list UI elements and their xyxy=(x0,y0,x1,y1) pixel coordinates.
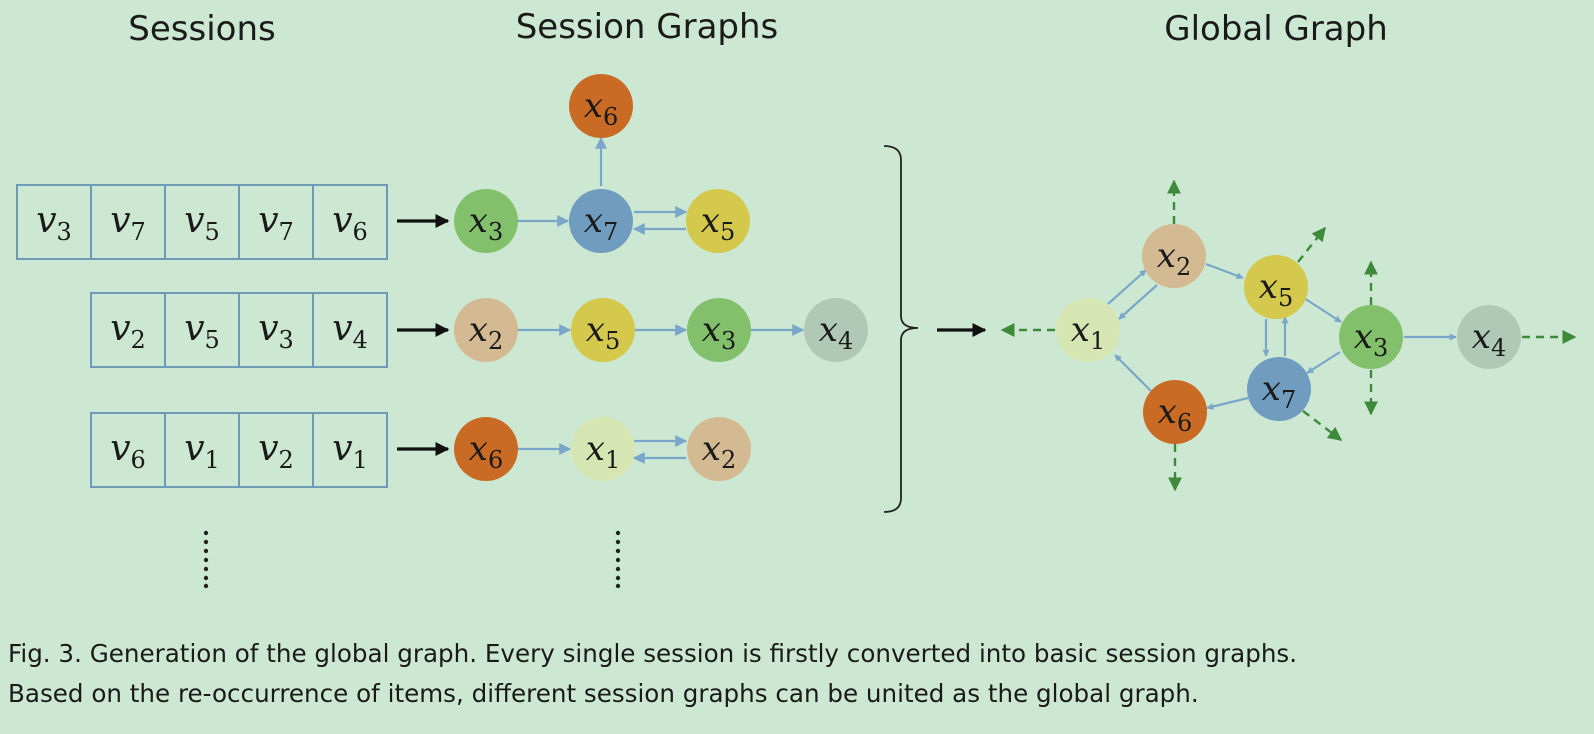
global-node-x1: x1 xyxy=(1056,298,1120,362)
svg-text:x4: x4 xyxy=(819,310,853,355)
session-cell-label: v5 xyxy=(184,308,220,354)
session-cell-label: v5 xyxy=(184,200,220,246)
global-node-x3: x3 xyxy=(1339,305,1403,369)
session-cell xyxy=(312,412,388,488)
sessions-column: v3 v7 v5 v7 v6 v2 v5 v3 v4 v6 v1 xyxy=(16,184,388,589)
svg-text:x1: x1 xyxy=(586,429,620,474)
global-graph-nodes: x1 x2 x5 x3 x4 x7 x6 xyxy=(1056,224,1521,444)
node-x7: x7 xyxy=(569,189,633,253)
global-graph-heading: Global Graph xyxy=(1164,9,1388,49)
svg-text:x3: x3 xyxy=(702,310,736,355)
figure-diagram: Sessions Session Graphs Global Graph v3 … xyxy=(16,7,1577,589)
node-x1: x1 xyxy=(571,417,635,481)
svg-text:x6: x6 xyxy=(584,86,618,131)
session-cell xyxy=(312,292,388,368)
sessions-ellipsis xyxy=(203,530,209,589)
svg-text:x7: x7 xyxy=(1262,369,1296,414)
session-cell-label: v6 xyxy=(332,200,368,246)
session-cell-label: v6 xyxy=(110,428,146,474)
global-node-x4: x4 xyxy=(1457,305,1521,369)
session-cell-label: v1 xyxy=(332,428,368,474)
svg-text:x7: x7 xyxy=(584,201,618,246)
node-x3: x3 xyxy=(454,189,518,253)
svg-text:x2: x2 xyxy=(469,310,503,355)
session-cell-label: v1 xyxy=(184,428,220,474)
session-row-3: v6 v1 v2 v1 xyxy=(90,412,388,488)
session-graphs-heading: Session Graphs xyxy=(516,7,779,47)
global-node-x6: x6 xyxy=(1143,380,1207,444)
svg-text:x3: x3 xyxy=(469,201,503,246)
session-row-1: v3 v7 v5 v7 v6 xyxy=(16,184,388,260)
session-row-2: v2 v5 v3 v4 xyxy=(90,292,388,368)
node-x2: x2 xyxy=(454,298,518,362)
svg-text:x3: x3 xyxy=(1354,317,1388,362)
session-cell-label: v7 xyxy=(258,200,294,246)
node-x5: x5 xyxy=(686,189,750,253)
svg-text:x4: x4 xyxy=(1472,317,1506,362)
node-x6: x6 xyxy=(569,74,633,138)
session-cell-label: v4 xyxy=(332,308,368,354)
figure-caption: Fig. 3. Generation of the global graph. … xyxy=(8,634,1588,714)
node-x5: x5 xyxy=(571,298,635,362)
session-graphs-ellipsis xyxy=(615,530,621,589)
caption-line-1: Fig. 3. Generation of the global graph. … xyxy=(8,639,1298,668)
svg-text:x5: x5 xyxy=(701,201,735,246)
session-cell-label: v2 xyxy=(258,428,294,474)
session-cell xyxy=(312,184,388,260)
svg-text:x5: x5 xyxy=(1259,267,1293,312)
svg-text:x6: x6 xyxy=(1158,392,1192,437)
svg-text:x1: x1 xyxy=(1071,310,1105,355)
session-cell-label: v3 xyxy=(258,308,294,354)
sessions-heading: Sessions xyxy=(128,9,275,49)
global-graph-dashed-edges xyxy=(1000,179,1577,492)
session-graph-edges xyxy=(518,136,805,464)
global-node-x7: x7 xyxy=(1247,357,1311,421)
global-node-x2: x2 xyxy=(1142,224,1206,288)
session-cell-label: v3 xyxy=(36,200,72,246)
svg-text:x6: x6 xyxy=(469,429,503,474)
svg-text:x2: x2 xyxy=(1157,236,1191,281)
svg-text:x2: x2 xyxy=(702,429,736,474)
node-x2: x2 xyxy=(687,417,751,481)
node-x4: x4 xyxy=(804,298,868,362)
caption-line-2: Based on the re-occurrence of items, dif… xyxy=(8,679,1199,708)
session-cell-label: v7 xyxy=(110,200,146,246)
svg-text:x5: x5 xyxy=(586,310,620,355)
global-node-x5: x5 xyxy=(1244,255,1308,319)
session-graph-nodes: x6 x3 x7 x5 x2 x5 x3 x4 xyxy=(454,74,868,481)
node-x6: x6 xyxy=(454,417,518,481)
node-x3: x3 xyxy=(687,298,751,362)
global-graph-edges xyxy=(1107,262,1457,410)
union-brace xyxy=(883,145,919,513)
session-cell-label: v2 xyxy=(110,308,146,354)
